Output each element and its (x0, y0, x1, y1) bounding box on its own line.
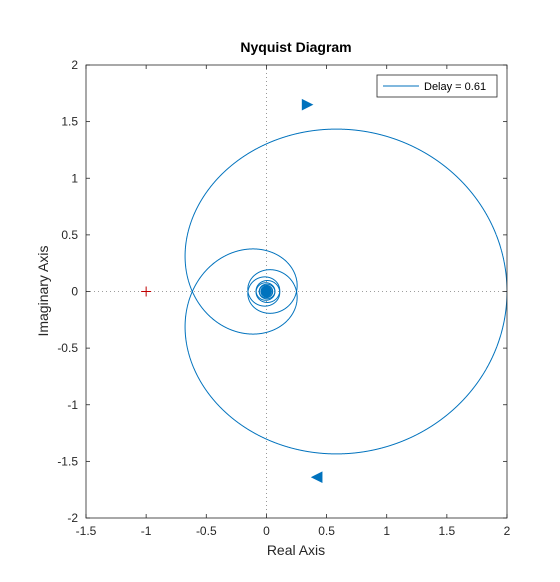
x-tick-label: 0.5 (318, 524, 335, 538)
x-tick-label: 1.5 (439, 524, 456, 538)
chart-title: Nyquist Diagram (240, 39, 351, 55)
y-tick-label: 0 (71, 285, 78, 299)
x-tick-label: -1.5 (76, 524, 97, 538)
y-tick-label: 2 (71, 58, 78, 72)
x-tick-label: 2 (504, 524, 511, 538)
direction-arrow (310, 471, 323, 484)
chart-markers (141, 98, 323, 484)
y-tick-label: 1.5 (61, 115, 78, 129)
y-tick-label: -2 (67, 511, 78, 525)
y-tick-label: -1.5 (57, 454, 78, 468)
axis-ticks: -1.5 -1 -0.5 0 0.5 1 1.5 2-2-1.5-1-0.500.511.52 (57, 58, 510, 538)
nyquist-curves (184, 128, 507, 455)
legend: Delay = 0.61 (376, 74, 498, 98)
direction-arrow (301, 98, 314, 111)
legend-label: Delay = 0.61 (424, 81, 486, 93)
nyquist-curve-negative-frequency (184, 128, 507, 335)
y-tick-label: 1 (71, 171, 78, 185)
y-tick-label: -0.5 (57, 341, 78, 355)
y-axis-label: Imaginary Axis (35, 245, 51, 336)
legend-box (376, 74, 498, 98)
x-tick-label: -1 (141, 524, 152, 538)
y-tick-label: 0.5 (61, 228, 78, 242)
x-tick-label: 1 (383, 524, 390, 538)
x-axis-label: Real Axis (267, 542, 325, 558)
x-tick-label: 0 (263, 524, 270, 538)
y-tick-label: -1 (67, 398, 78, 412)
x-tick-label: -0.5 (196, 524, 217, 538)
